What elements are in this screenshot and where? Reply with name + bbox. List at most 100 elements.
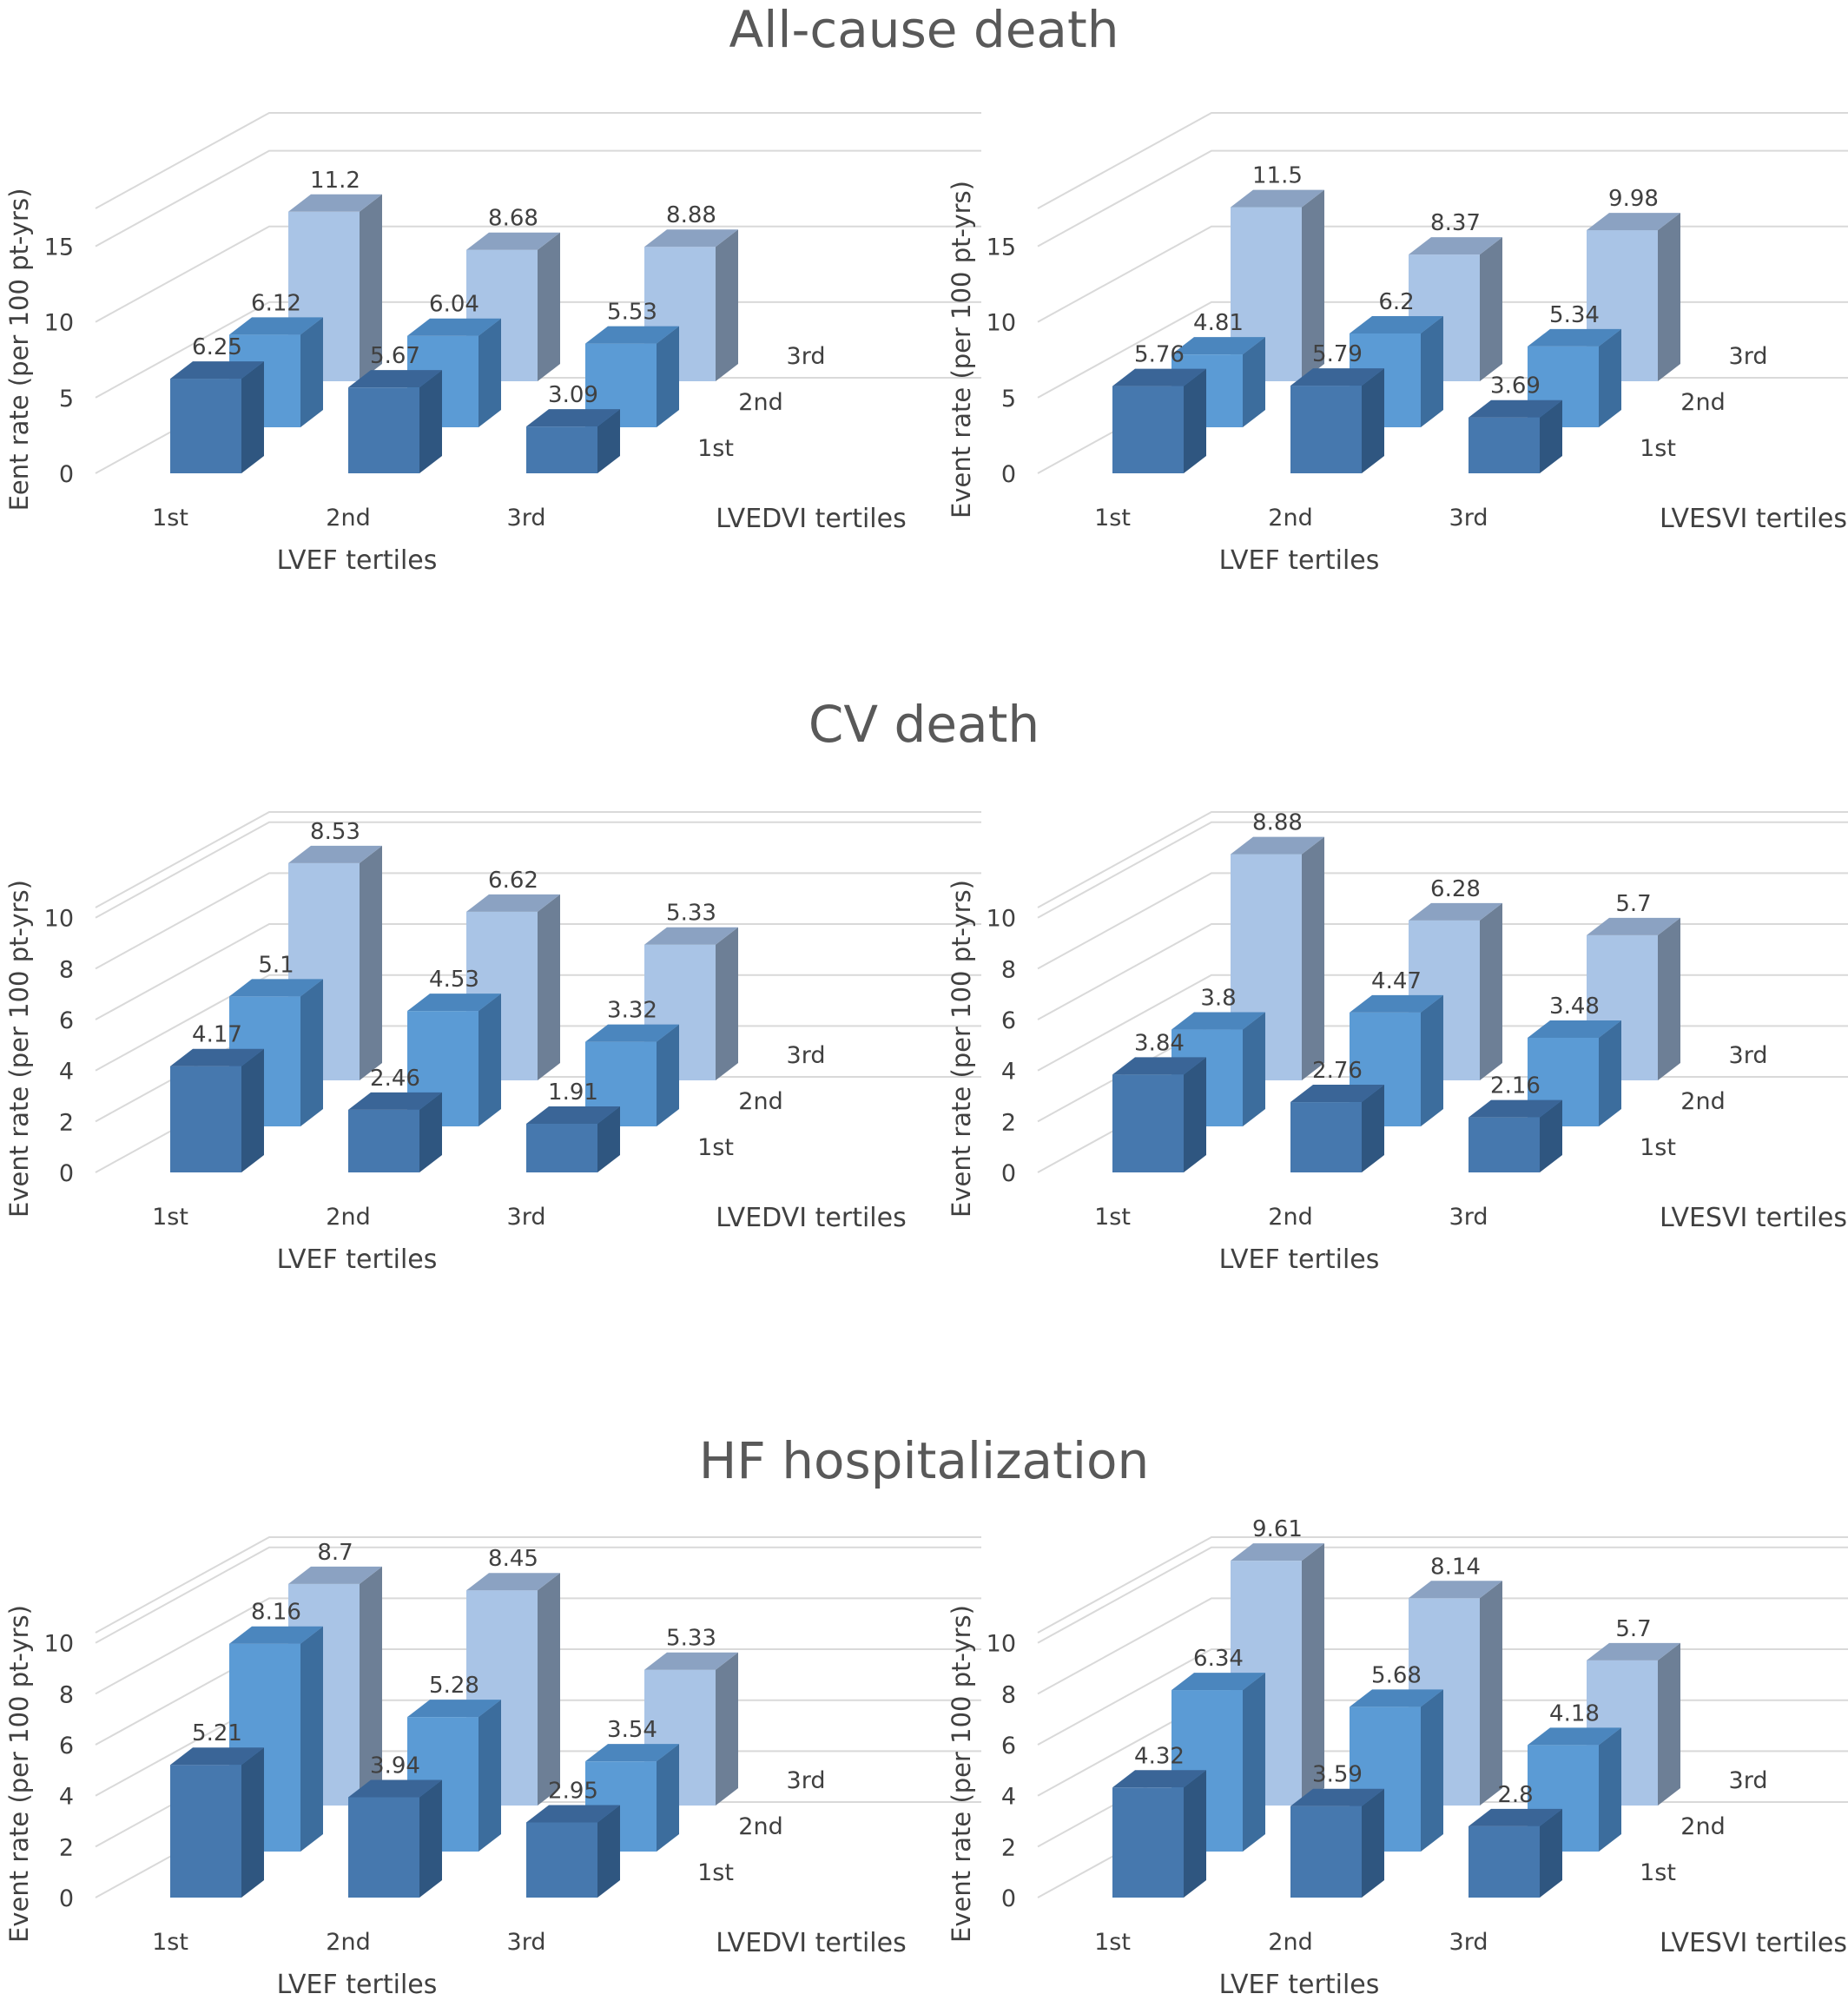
x-axis-label: LVEF tertiles [277, 1970, 438, 2000]
y-tick-label: 8 [59, 956, 74, 983]
gridline-top [95, 1536, 981, 1634]
bar-top [466, 894, 560, 912]
bar-top [526, 1106, 620, 1124]
bar-top [1468, 1099, 1562, 1118]
bar-front [526, 426, 597, 473]
bar-top [644, 1652, 738, 1670]
bar-front [1468, 1117, 1540, 1172]
bar-side [1362, 368, 1384, 473]
bar-side [1302, 189, 1324, 381]
bar-side [300, 1626, 323, 1852]
data-label: 8.16 [251, 1600, 301, 1626]
data-label: 8.14 [1430, 1554, 1481, 1580]
x-tick-label: 1st [152, 505, 188, 531]
bar-top [526, 1805, 620, 1823]
gridline [1037, 1597, 1848, 1695]
bar-top [1587, 917, 1680, 935]
bar-side [419, 370, 442, 473]
bar-top [1528, 1727, 1621, 1746]
y-tick-label: 6 [1001, 1007, 1016, 1034]
bar-r2-c2: 4.47 [1350, 968, 1443, 1126]
data-label: 8.88 [666, 202, 716, 228]
bar-side [1243, 1012, 1265, 1126]
data-label: 8.7 [317, 1540, 353, 1566]
chart-cv-death-lvedvi: 0 2 4 6 8 10 Event rate (per 100 pt-yrs) 8.53 6.… [4, 811, 981, 1275]
bar-side [478, 994, 501, 1126]
bar-top [1528, 328, 1621, 347]
bar-side [1243, 1673, 1265, 1852]
bar-top [1587, 1642, 1680, 1660]
z-tick-label: 3rd [787, 343, 826, 370]
bar-side [478, 1700, 501, 1852]
bar-top [1231, 836, 1324, 855]
y-tick-label: 10 [44, 310, 74, 337]
chart-all-cause-lvesvi: 0 5 10 15 Event rate (per 100 pt-yrs) 11.5 8.3… [947, 112, 1848, 576]
bar-top [585, 326, 679, 344]
data-label: 3.09 [548, 382, 598, 408]
bar-top [1350, 994, 1443, 1013]
bar-top [585, 1024, 679, 1042]
y-tick-label: 2 [1001, 1834, 1016, 1861]
data-label: 5.33 [666, 1626, 716, 1652]
x-tick-label: 3rd [1449, 505, 1488, 531]
bar-side [538, 1573, 560, 1806]
x-axis-label: LVEF tertiles [1219, 545, 1380, 576]
gridline [1037, 300, 1848, 399]
bar-r1-c3: 2.16 [1468, 1073, 1562, 1172]
x-tick-label: 2nd [1268, 1204, 1312, 1231]
y-tick-label: 4 [59, 1059, 74, 1086]
bar-top [229, 1626, 323, 1644]
bar-side [1658, 1642, 1680, 1806]
bar-side [300, 979, 323, 1126]
bar-top [407, 1700, 501, 1718]
y-axis-label: Event rate (per 100 pt-yrs) [4, 880, 34, 1218]
section-title-cv-death: CV death [808, 695, 1040, 754]
bar-side [1184, 1770, 1206, 1898]
bar-front [1290, 1102, 1362, 1172]
bar-side [1243, 337, 1265, 427]
gridline-top [1037, 112, 1848, 209]
z-tick-label: 1st [697, 1859, 734, 1886]
data-label: 11.2 [310, 168, 360, 194]
data-label: 3.69 [1490, 373, 1541, 399]
bar-top [348, 1779, 442, 1798]
bar-r1-c3: 3.69 [1468, 373, 1562, 473]
bar-side [597, 1805, 620, 1898]
y-tick-label: 15 [44, 234, 74, 261]
bar-top [1172, 337, 1265, 355]
bar-side [1599, 328, 1621, 427]
z-tick-label: 3rd [787, 1767, 826, 1794]
bar-r1-c1: 5.76 [1112, 342, 1206, 473]
bar-front [170, 1765, 241, 1898]
bar-top [1528, 1020, 1621, 1038]
bars: 8.88 6.28 5.7 3.8 4.47 3.48 3.84 2.76 2.16 [1112, 810, 1680, 1172]
data-label: 4.47 [1371, 968, 1422, 994]
bar-top [1231, 1543, 1324, 1561]
data-label: 8.88 [1252, 810, 1303, 836]
y-tick-label: 10 [44, 906, 74, 933]
bar-side [360, 194, 382, 381]
data-label: 8.53 [310, 819, 360, 845]
data-label: 3.94 [370, 1753, 420, 1779]
bars: 8.7 8.45 5.33 8.16 5.28 3.54 5.21 3.94 2.95 [170, 1540, 738, 1898]
bar-top [1409, 1581, 1502, 1599]
y-tick-label: 10 [44, 1631, 74, 1658]
y-tick-label: 8 [1001, 1681, 1016, 1708]
z-tick-label: 2nd [1680, 1088, 1725, 1115]
data-label: 6.25 [192, 334, 242, 360]
gridline [95, 974, 981, 1072]
x-tick-label: 3rd [507, 1929, 546, 1956]
bar-side [1540, 1808, 1562, 1898]
y-axis-label: Eent rate (per 100 pt-yrs) [4, 188, 34, 512]
gridline-top [95, 811, 981, 908]
data-label: 5.7 [1615, 891, 1651, 917]
bar-top [229, 979, 323, 997]
y-axis-label: Event rate (per 100 pt-yrs) [947, 880, 976, 1218]
bar-front [1290, 1806, 1362, 1898]
z-axis-label: LVESVI tertiles [1660, 504, 1847, 534]
y-tick-label: 2 [1001, 1109, 1016, 1136]
bar-side [360, 845, 382, 1080]
bar-side [1184, 368, 1206, 473]
data-label: 4.17 [192, 1022, 242, 1048]
bar-side [241, 361, 264, 473]
